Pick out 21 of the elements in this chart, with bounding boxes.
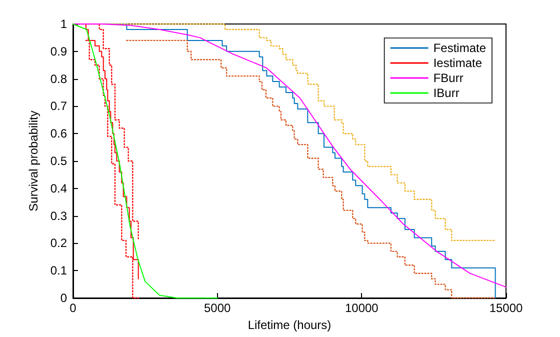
- y-tick-label: 0.2: [50, 236, 68, 250]
- y-tick-label: 0.5: [50, 154, 68, 168]
- y-tick-label: 0.8: [50, 72, 68, 86]
- legend-label: Festimate: [433, 41, 486, 55]
- y-tick-label: 0.9: [50, 44, 68, 58]
- x-tick-label: 10000: [344, 301, 379, 315]
- x-tick-label: 0: [70, 301, 77, 315]
- x-tick-label: 5000: [204, 301, 232, 315]
- y-tick-label: 1: [60, 17, 68, 31]
- legend-label: IBurr: [433, 86, 460, 100]
- legend-label: Iestimate: [433, 56, 482, 70]
- y-tick-label: 0.1: [50, 264, 68, 278]
- x-tick-label: 15000: [489, 301, 524, 315]
- y-tick-label: 0.7: [50, 99, 68, 114]
- x-axis-title: Lifetime (hours): [248, 318, 332, 332]
- y-tick-label: 0.6: [50, 126, 68, 141]
- y-tick-label: 0.4: [50, 181, 68, 196]
- y-axis-title: Survival probability: [26, 110, 40, 212]
- y-tick-label: 0.3: [50, 208, 68, 223]
- y-tick-label: 0: [60, 291, 68, 305]
- legend-label: FBurr: [433, 71, 464, 85]
